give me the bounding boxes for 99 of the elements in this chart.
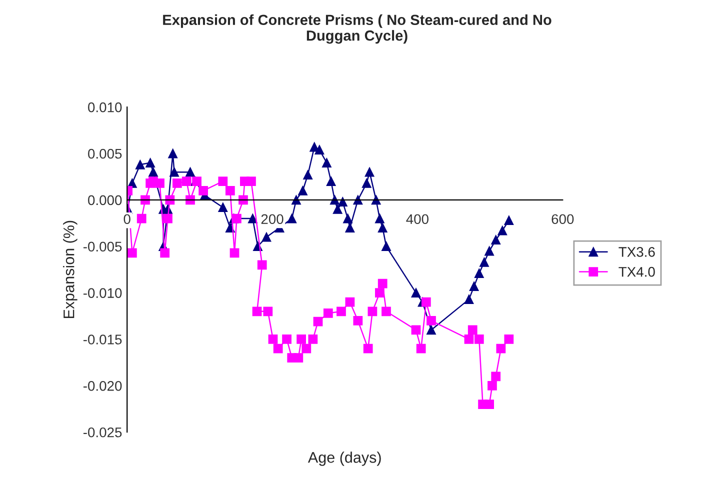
point [148,167,158,177]
point [343,214,352,224]
point [491,235,501,245]
point [371,195,381,205]
point [302,344,312,354]
y-tick-label: -0.010 [83,288,122,298]
point [504,334,514,344]
point [263,306,273,316]
point [252,306,262,316]
y-tick-label: -0.015 [83,334,122,344]
point [382,242,391,252]
point [336,306,346,316]
point [146,158,156,168]
point [225,186,235,196]
point [322,158,332,168]
point [491,372,501,382]
point [468,325,478,335]
point [330,195,340,205]
point [262,232,272,242]
point [163,214,172,224]
y-tick-label: -0.005 [83,242,122,252]
point [298,186,308,196]
y-tick-label: 0.005 [88,148,122,159]
x-tick-label: 600 [552,214,574,224]
point [375,214,384,224]
point [313,316,323,326]
point [474,334,484,344]
y-axis-title: Expansion (%) [63,220,78,318]
point [246,176,256,186]
point [273,344,283,354]
point [182,176,192,186]
legend-label: TX3.6 [618,247,655,257]
point [416,344,426,354]
point [362,178,372,188]
x-tick-label: 400 [406,214,428,224]
point [303,170,313,180]
y-tick-label: 0.010 [88,102,122,112]
point [296,334,306,344]
point [308,334,318,344]
point [480,257,489,267]
point [484,400,494,409]
x-tick-label: 0 [124,214,130,224]
point [170,167,179,177]
point [257,260,267,270]
point [230,248,240,258]
point [411,325,421,335]
point [426,316,436,326]
point [368,306,378,316]
point [268,334,278,344]
point [426,325,436,335]
point [282,334,292,344]
y-tick-label: -0.025 [83,427,122,438]
point [411,288,421,298]
point [421,297,431,307]
point [375,288,384,298]
point [248,214,258,224]
point [464,294,474,304]
point [172,178,182,188]
point [504,216,514,226]
x-axis-title: Age (days) [308,452,381,466]
point [338,197,348,206]
point [469,282,479,291]
point [135,160,145,170]
point [326,176,336,186]
chart-title: Expansion of Concrete Prisms ( No Steam-cured and No Duggan Cycle) [163,14,552,44]
point [498,226,508,236]
point [378,223,388,232]
point [378,278,388,288]
point [474,268,484,278]
point [127,248,137,258]
point [218,176,228,186]
point [186,167,195,177]
x-tick-label: 200 [261,214,284,224]
point [198,186,208,196]
point [382,306,391,316]
point [464,334,474,344]
point [232,214,242,224]
point [345,223,355,232]
point [287,214,297,224]
point [136,214,146,224]
point [332,204,342,214]
point [294,353,304,363]
point [292,195,301,205]
y-tick-label: -0.020 [83,381,122,391]
point [484,246,494,256]
point [345,297,355,307]
point [155,178,164,188]
y-tick-label: 0.000 [88,195,122,206]
point [353,316,363,326]
point [160,248,170,258]
point [314,145,324,154]
point [218,202,228,212]
point [364,167,374,177]
point [323,308,333,318]
point [363,344,373,354]
point [496,344,506,354]
point [488,380,497,390]
point [168,148,178,158]
legend-label: TX4.0 [618,266,655,277]
